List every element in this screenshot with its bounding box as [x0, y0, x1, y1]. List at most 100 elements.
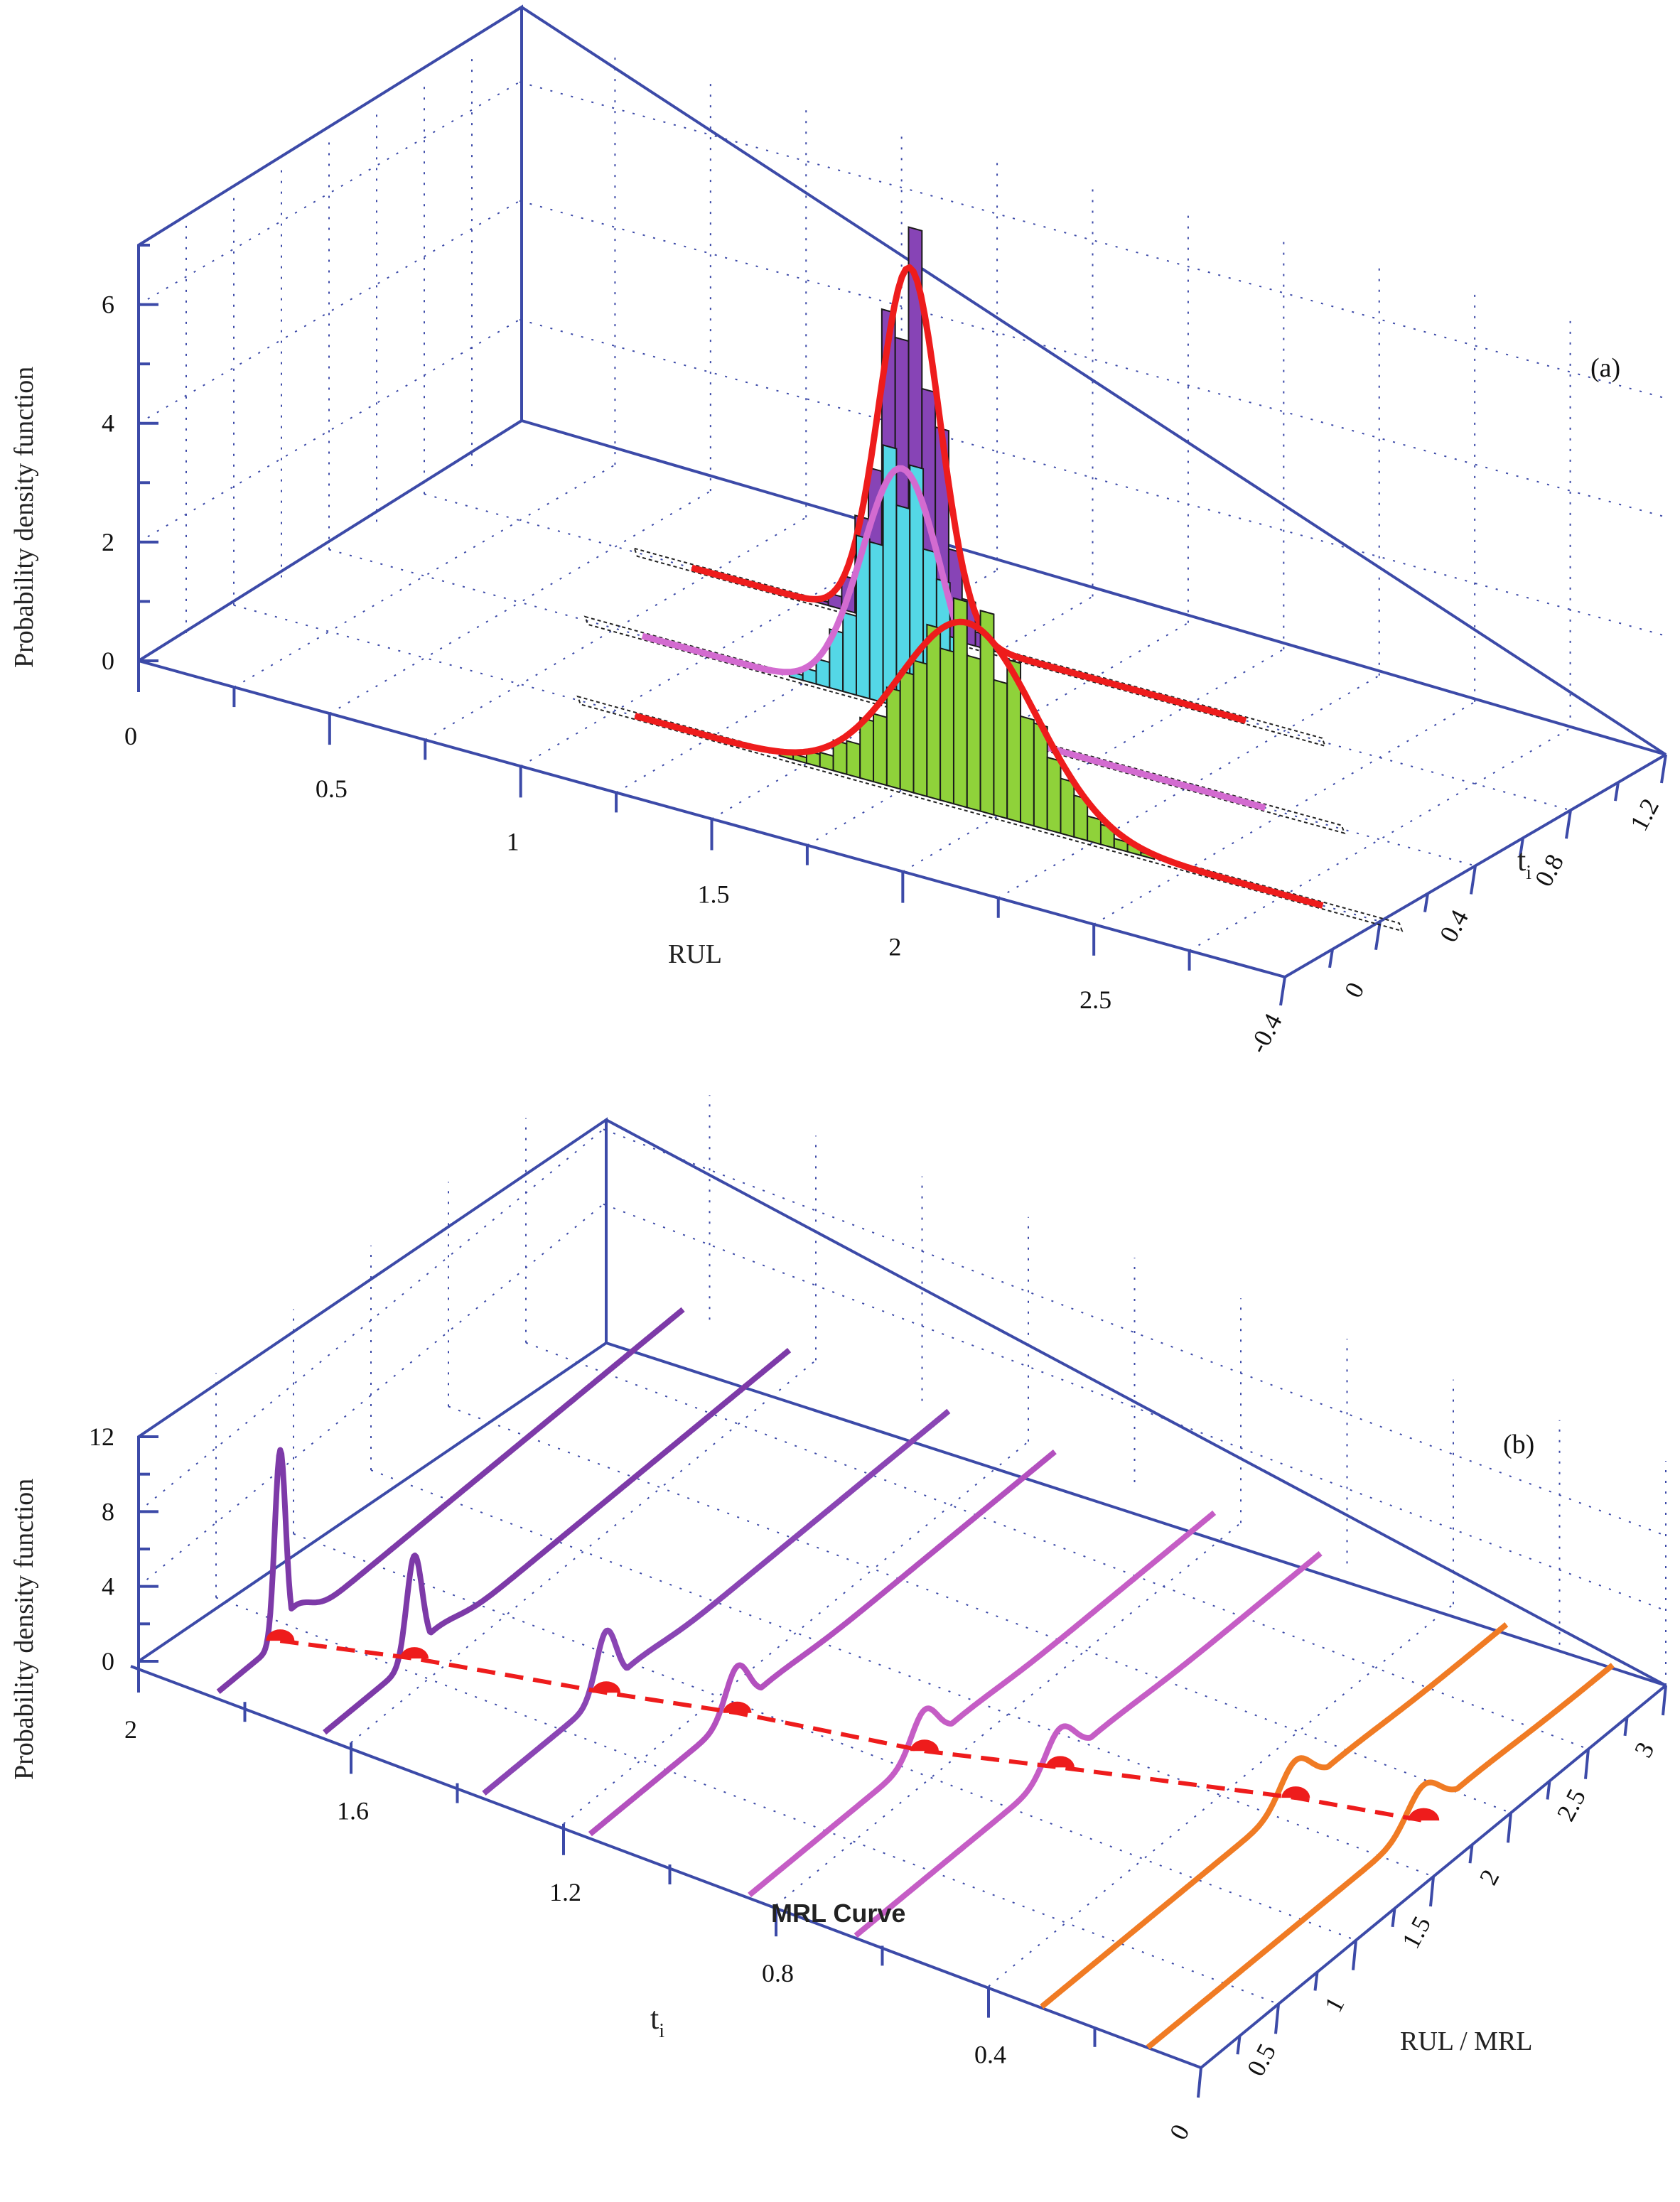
panel-b-pdf-t-0.3: [1040, 1622, 1509, 2009]
panel-b-pdf-curve: [1040, 1622, 1509, 2009]
panel-a-baseline-box: [633, 547, 1327, 748]
panel-b-floor-grid-t: [988, 1603, 1454, 1987]
panel-b-t-tick-label: 0.4: [974, 2041, 1006, 2069]
mrl-point-marker: [910, 1739, 939, 1752]
panel-a-y-minor-tick: [1519, 838, 1524, 857]
panel-a-y-tick-label: 0.8: [1529, 849, 1569, 891]
panel-b-top-edge: [605, 1118, 1666, 1687]
panel-a-x-tick-label: 2.5: [1079, 986, 1111, 1014]
panel-a-left-wall-edge: [137, 4, 523, 661]
panel-a-baseline-box: [576, 695, 1404, 932]
panel-b-y-axis-title-main: t: [650, 2001, 659, 2036]
panel-b-rul-minor-tick: [1313, 1972, 1319, 1991]
panel-a-floor-grid-v: [233, 464, 615, 688]
panel-b-rul-tick: [1274, 2004, 1280, 2034]
panel-a-z-tick-label: 2: [102, 528, 114, 556]
panel-b-y-axis-title-sub: i: [659, 2020, 664, 2042]
panel-a: 0 2 4 6 0 0.5 1 1.5 2 2.5 -0.4 0 0.4 0.8 1.2 (a) Proba…: [9, 4, 1667, 1058]
panel-b-floor-grid-t: [775, 1522, 1242, 1906]
panel-b-z-axis-title: Probability density function: [9, 1479, 39, 1780]
panel-b-pdf-t-0.85: [748, 1510, 1217, 1898]
panel-a-y-tick-label: -0.4: [1244, 1009, 1288, 1058]
panel-a-x-tick-label: 1.5: [698, 880, 730, 909]
mrl-point-marker: [266, 1629, 295, 1641]
panel-b-leftwall-grid-h: [138, 1128, 604, 1513]
panel-a-histogram-bar: [842, 611, 857, 696]
panel-b-rul-tick-label: 2: [1474, 1864, 1505, 1889]
panel-b-rul-tick-label: 0: [1164, 2120, 1195, 2144]
panel-b-rul-tick-label: 2.5: [1551, 1784, 1591, 1826]
panel-a-histogram-bar: [1006, 658, 1022, 824]
panel-b-floor-grid-t: [350, 1359, 817, 1744]
panel-b-floor-grid-t: [563, 1441, 1029, 1825]
panel-b-rul-tick: [1507, 1813, 1512, 1843]
panel-b-pdf-t-0.1: [1146, 1663, 1615, 2050]
panel-a-y-tick-label: 1.2: [1625, 794, 1664, 836]
panel-b-t-tick-label: 2: [124, 1715, 137, 1744]
mrl-point-marker: [400, 1647, 429, 1659]
panel-b-z-tick-label: 12: [89, 1423, 114, 1451]
panel-a-histogram-bar: [815, 657, 831, 689]
panel-a-histogram-bar: [1033, 722, 1048, 831]
panel-b-rul-tick: [1352, 1940, 1357, 1970]
panel-b-pdf-t-1.35: [482, 1408, 951, 1796]
panel-a-y-tick: [1565, 809, 1572, 839]
panel-b-t-tick-label: 1.2: [549, 1878, 581, 1906]
panel-b-rul-tick-label: 0.5: [1242, 2039, 1281, 2081]
panel-b-pdf-curve: [216, 1307, 685, 1695]
panel-a-y-tick-label: 0.4: [1434, 905, 1474, 947]
panel-b: 0 4 8 12 2 1.6 1.2 0.8 0.4 0 0.5 1 1.5 2 2.5 3 (b) Prob…: [9, 1095, 1667, 2144]
panel-b-floor-back-edge: [605, 1342, 1666, 1687]
panel-b-rul-minor-tick: [1468, 1844, 1474, 1864]
panel-b-rul-minor-tick: [1623, 1717, 1629, 1737]
panel-a-histogram-bar: [1087, 815, 1102, 846]
panel-b-pdf-t-1.65: [323, 1348, 792, 1735]
panel-a-histogram-bar: [939, 647, 954, 805]
panel-a-histogram-bar: [855, 534, 871, 700]
panel-b-floor-left-edge: [137, 1342, 608, 1663]
panel-a-x-tick-label: 0: [124, 722, 137, 750]
panel-a-histogram-bar: [1046, 756, 1062, 835]
mrl-point-marker: [1408, 1808, 1440, 1821]
panel-a-histogram-bar: [873, 713, 888, 787]
panel-a-y-minor-tick: [1614, 782, 1620, 802]
panel-a-baseline-box: [583, 615, 1346, 835]
panel-a-histogram-bar: [926, 623, 942, 802]
panel-a-top-edge: [520, 6, 1667, 756]
panel-b-z-tick-label: 8: [102, 1497, 114, 1526]
panel-a-series: [576, 226, 1404, 932]
panel-a-floor-left-edge: [137, 419, 523, 662]
mrl-curve-label: MRL Curve: [771, 1899, 905, 1928]
panel-a-histogram-bar: [912, 659, 928, 798]
panel-b-rul-tick-label: 3: [1629, 1737, 1660, 1762]
panel-b-pdf-t-1.85: [216, 1307, 685, 1695]
panel-a-z-tick-label: 0: [102, 647, 114, 675]
panel-b-pdf-t-1.15: [588, 1449, 1057, 1837]
panel-a-y-tick-label: 0: [1339, 978, 1370, 1003]
panel-a-series-t-0: [576, 597, 1404, 932]
panel-a-y-axis-title-sub: i: [1526, 862, 1531, 884]
panel-b-rul-minor-tick: [1391, 1908, 1396, 1928]
panel-a-histogram-bar: [885, 686, 901, 790]
panel-b-pdf-curve: [588, 1449, 1057, 1837]
panel-a-pdf-curve: [691, 264, 1247, 724]
panel-a-histogram-bar: [868, 541, 884, 703]
panel-b-t-tick-label: 0.8: [762, 1959, 794, 1987]
panel-a-z-tick-label: 4: [102, 409, 114, 438]
mrl-point-marker: [723, 1701, 752, 1713]
panel-a-x-tick-label: 2: [888, 933, 901, 961]
panel-b-z-tick-label: 4: [102, 1572, 114, 1601]
panel-b-rul-minor-tick: [1236, 2035, 1242, 2055]
panel-a-floor-back-edge: [521, 419, 1666, 756]
panel-a-z-axis-title: Probability density function: [9, 367, 39, 668]
panel-b-floor-grid-r: [448, 1405, 1512, 1814]
panel-b-rul-tick-label: 1.5: [1396, 1911, 1436, 1953]
panel-b-rul-tick-label: 1: [1319, 1992, 1350, 2017]
panel-a-y-tick: [1374, 921, 1382, 951]
panel-a-histogram-bar: [966, 654, 981, 812]
panel-a-label: (a): [1590, 353, 1620, 383]
mrl-point-marker: [1281, 1786, 1310, 1798]
panel-a-histogram-bar: [899, 669, 915, 794]
